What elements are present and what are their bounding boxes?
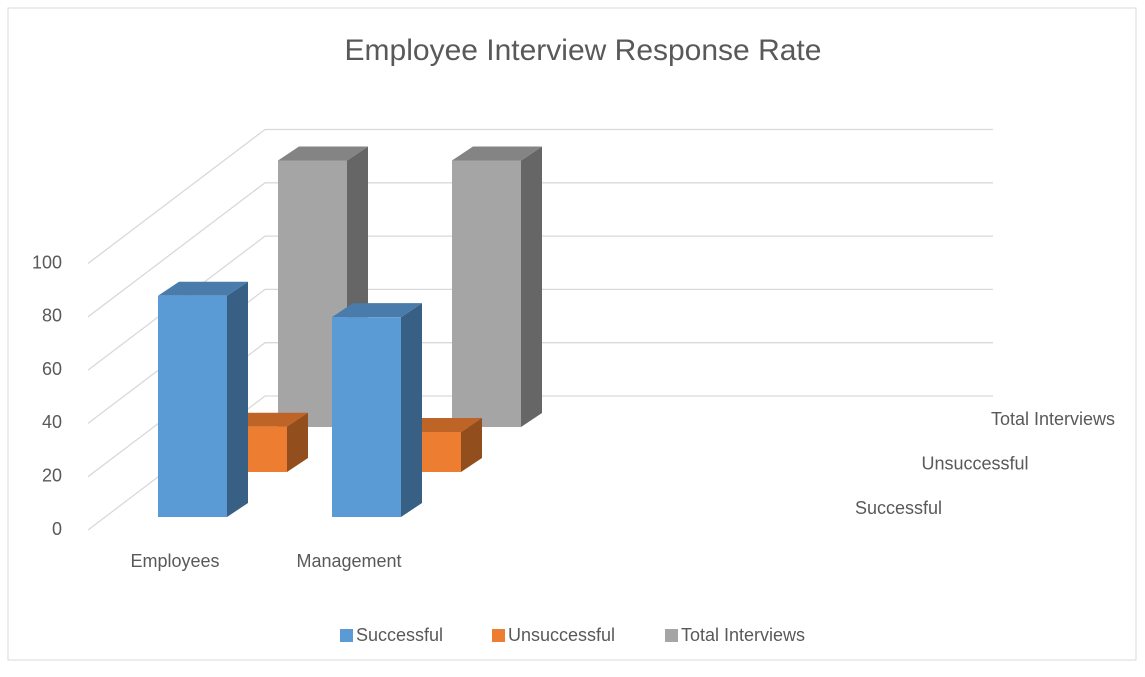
depth-label: Unsuccessful xyxy=(921,453,1028,473)
grid-line xyxy=(87,288,993,424)
bar-top xyxy=(332,303,422,318)
legend-swatch xyxy=(665,629,678,642)
bar-front xyxy=(158,295,227,517)
bar-side xyxy=(227,281,248,517)
bar-side xyxy=(521,146,542,427)
x-tick-label: Management xyxy=(296,551,401,571)
legend-label: Successful xyxy=(356,625,443,645)
grid-line xyxy=(87,235,993,371)
legend-label: Total Interviews xyxy=(681,625,805,645)
grid-line xyxy=(87,128,993,265)
bar-side xyxy=(461,418,482,472)
legend-label: Unsuccessful xyxy=(508,625,615,645)
bar-front xyxy=(278,160,347,427)
grid-line xyxy=(87,395,993,531)
bar-front xyxy=(452,160,521,427)
y-tick-label: 40 xyxy=(42,412,62,432)
x-tick-label: Employees xyxy=(130,551,219,571)
y-tick-label: 100 xyxy=(32,252,62,272)
depth-label: Total Interviews xyxy=(991,409,1115,429)
grid-line xyxy=(87,182,993,318)
y-tick-label: 20 xyxy=(42,465,62,485)
chart-title: Employee Interview Response Rate xyxy=(345,34,822,67)
y-tick-label: 80 xyxy=(42,306,62,326)
bar xyxy=(332,303,422,517)
bar-side xyxy=(287,412,308,472)
legend-swatch xyxy=(340,629,353,642)
y-tick-label: 0 xyxy=(52,519,62,539)
legend-swatch xyxy=(492,629,505,642)
y-tick-label: 60 xyxy=(42,359,62,379)
bar-top xyxy=(452,146,542,161)
depth-label: Successful xyxy=(855,498,942,518)
bar xyxy=(452,146,542,427)
bar xyxy=(158,281,248,517)
bar-side xyxy=(401,303,422,517)
bar-front xyxy=(332,317,401,517)
grid-line xyxy=(87,342,993,478)
bar-top xyxy=(158,281,248,296)
bar-top xyxy=(278,146,368,161)
